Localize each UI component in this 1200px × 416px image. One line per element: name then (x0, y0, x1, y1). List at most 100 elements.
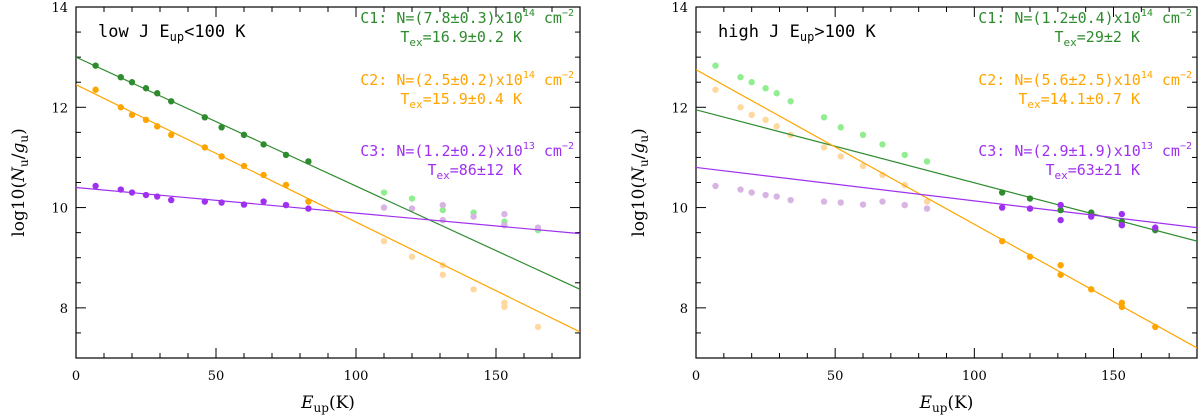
point-c1 (92, 62, 99, 69)
point-c1-excluded (439, 206, 446, 214)
x-axis-label: Eup(K) (919, 393, 974, 415)
x-tick-label: 50 (827, 369, 844, 384)
annotation-c3-column-density: C3: N=(1.2±0.2)x1013 cm−2 (360, 141, 574, 160)
fit-line-c2 (696, 69, 1197, 349)
point-c3-excluded (501, 210, 508, 218)
point-c1-excluded (859, 131, 867, 139)
panel-title: high J Eup>100 K (718, 22, 877, 44)
annotation-c3-column-density: C3: N=(2.9±1.9)x1013 cm−2 (978, 141, 1192, 160)
point-c2-excluded (879, 171, 886, 179)
point-c1 (218, 124, 225, 131)
point-c1 (154, 90, 161, 97)
point-c1 (1057, 206, 1064, 214)
point-c1-excluded (787, 98, 794, 105)
point-c3 (1026, 205, 1034, 212)
point-c2-excluded (923, 198, 931, 205)
point-c1-excluded (923, 158, 931, 165)
point-c3 (218, 199, 225, 206)
annotation-c1-column-density: C1: N=(7.8±0.3)x1014 cm−2 (360, 8, 574, 27)
annotation-c2-temperature: Tex=15.9±0.4 K (400, 90, 522, 111)
x-tick-label: 100 (344, 369, 369, 384)
annotation-c2-column-density: C2: N=(5.6±2.5)x1014 cm−2 (978, 70, 1192, 89)
annotation-c3-temperature: Tex=86±12 K (427, 161, 522, 182)
point-c2 (142, 116, 150, 124)
point-c2 (168, 131, 175, 139)
point-c2 (92, 86, 99, 93)
point-c2 (1118, 303, 1126, 311)
point-c1 (117, 74, 125, 81)
point-c2-excluded (408, 253, 416, 260)
fit-line-c3 (696, 166, 1197, 229)
point-c2-excluded (820, 144, 828, 151)
point-c2 (305, 198, 312, 205)
x-tick-label: 150 (1101, 369, 1126, 384)
point-c2 (240, 162, 248, 170)
point-c3-excluded (712, 182, 719, 190)
annotation-c1-column-density: C1: N=(1.2±0.4)x1014 cm−2 (978, 8, 1192, 27)
point-c2-excluded (712, 86, 719, 93)
point-c3 (1118, 210, 1126, 218)
point-c3 (201, 198, 208, 205)
point-c1 (168, 98, 175, 105)
panel-title: low J Eup<100 K (98, 22, 246, 44)
point-c3 (240, 201, 248, 208)
point-c1 (305, 158, 312, 165)
point-c1-excluded (737, 74, 744, 81)
point-c1 (128, 79, 136, 86)
point-c2-excluded (501, 303, 508, 311)
point-c2 (128, 111, 136, 119)
point-c1-excluded (820, 114, 828, 121)
y-tick-label: 12 (51, 101, 68, 116)
point-c3 (1057, 201, 1064, 209)
point-c3-excluded (380, 204, 388, 211)
point-c2 (1057, 262, 1064, 269)
fit-line-c1 (76, 56, 580, 290)
point-c3 (142, 191, 150, 199)
annotation-c1-temperature: Tex=29±2 K (1055, 28, 1141, 49)
point-c2 (154, 123, 161, 130)
point-c3 (168, 196, 175, 204)
annotation-c2-column-density: C2: N=(2.5±0.2)x1014 cm−2 (360, 70, 574, 89)
x-tick-label: 0 (692, 369, 700, 384)
y-tick-label: 14 (51, 1, 68, 16)
point-c2 (218, 153, 225, 160)
point-c2-excluded (534, 323, 542, 331)
point-c2-excluded (762, 116, 769, 124)
point-c2 (1088, 286, 1095, 293)
point-c2-excluded (773, 123, 780, 130)
y-tick-label: 8 (680, 302, 688, 317)
point-c1 (282, 151, 290, 159)
point-c2-excluded (470, 286, 477, 293)
point-c3-excluded (859, 201, 867, 208)
point-c2-excluded (380, 237, 388, 245)
point-c1 (240, 131, 248, 139)
point-c3 (260, 198, 267, 205)
y-tick-label: 10 (51, 202, 68, 217)
point-c1-excluded (408, 195, 416, 202)
y-axis-label: log10(Nu/gu) (629, 128, 651, 236)
point-c1-excluded (773, 90, 780, 97)
point-c2-excluded (837, 153, 844, 160)
point-c3 (998, 204, 1006, 211)
point-c3 (1088, 213, 1095, 220)
panel-2: 0 50 100 150 8 10 12 14 Eup(K) log10(Nu/gu) high J… (629, 1, 1198, 415)
point-c1-excluded (762, 85, 769, 92)
fit-line-c1 (696, 109, 1197, 242)
point-c1-excluded (901, 151, 908, 159)
point-c3 (128, 189, 136, 196)
annotation-c3-temperature: Tex=63±21 K (1045, 161, 1140, 182)
point-c1 (142, 85, 150, 92)
point-c2-excluded (737, 104, 744, 111)
y-tick-label: 8 (60, 302, 68, 317)
point-c2-excluded (439, 271, 446, 278)
point-c2 (117, 104, 125, 111)
point-c1 (998, 189, 1006, 196)
point-c2 (1026, 253, 1034, 260)
point-c2 (1057, 271, 1064, 278)
y-tick-label: 12 (671, 101, 688, 116)
x-axis-label: Eup(K) (300, 393, 355, 415)
point-c2 (201, 144, 208, 151)
point-c3 (92, 182, 99, 190)
point-c2 (998, 237, 1006, 245)
